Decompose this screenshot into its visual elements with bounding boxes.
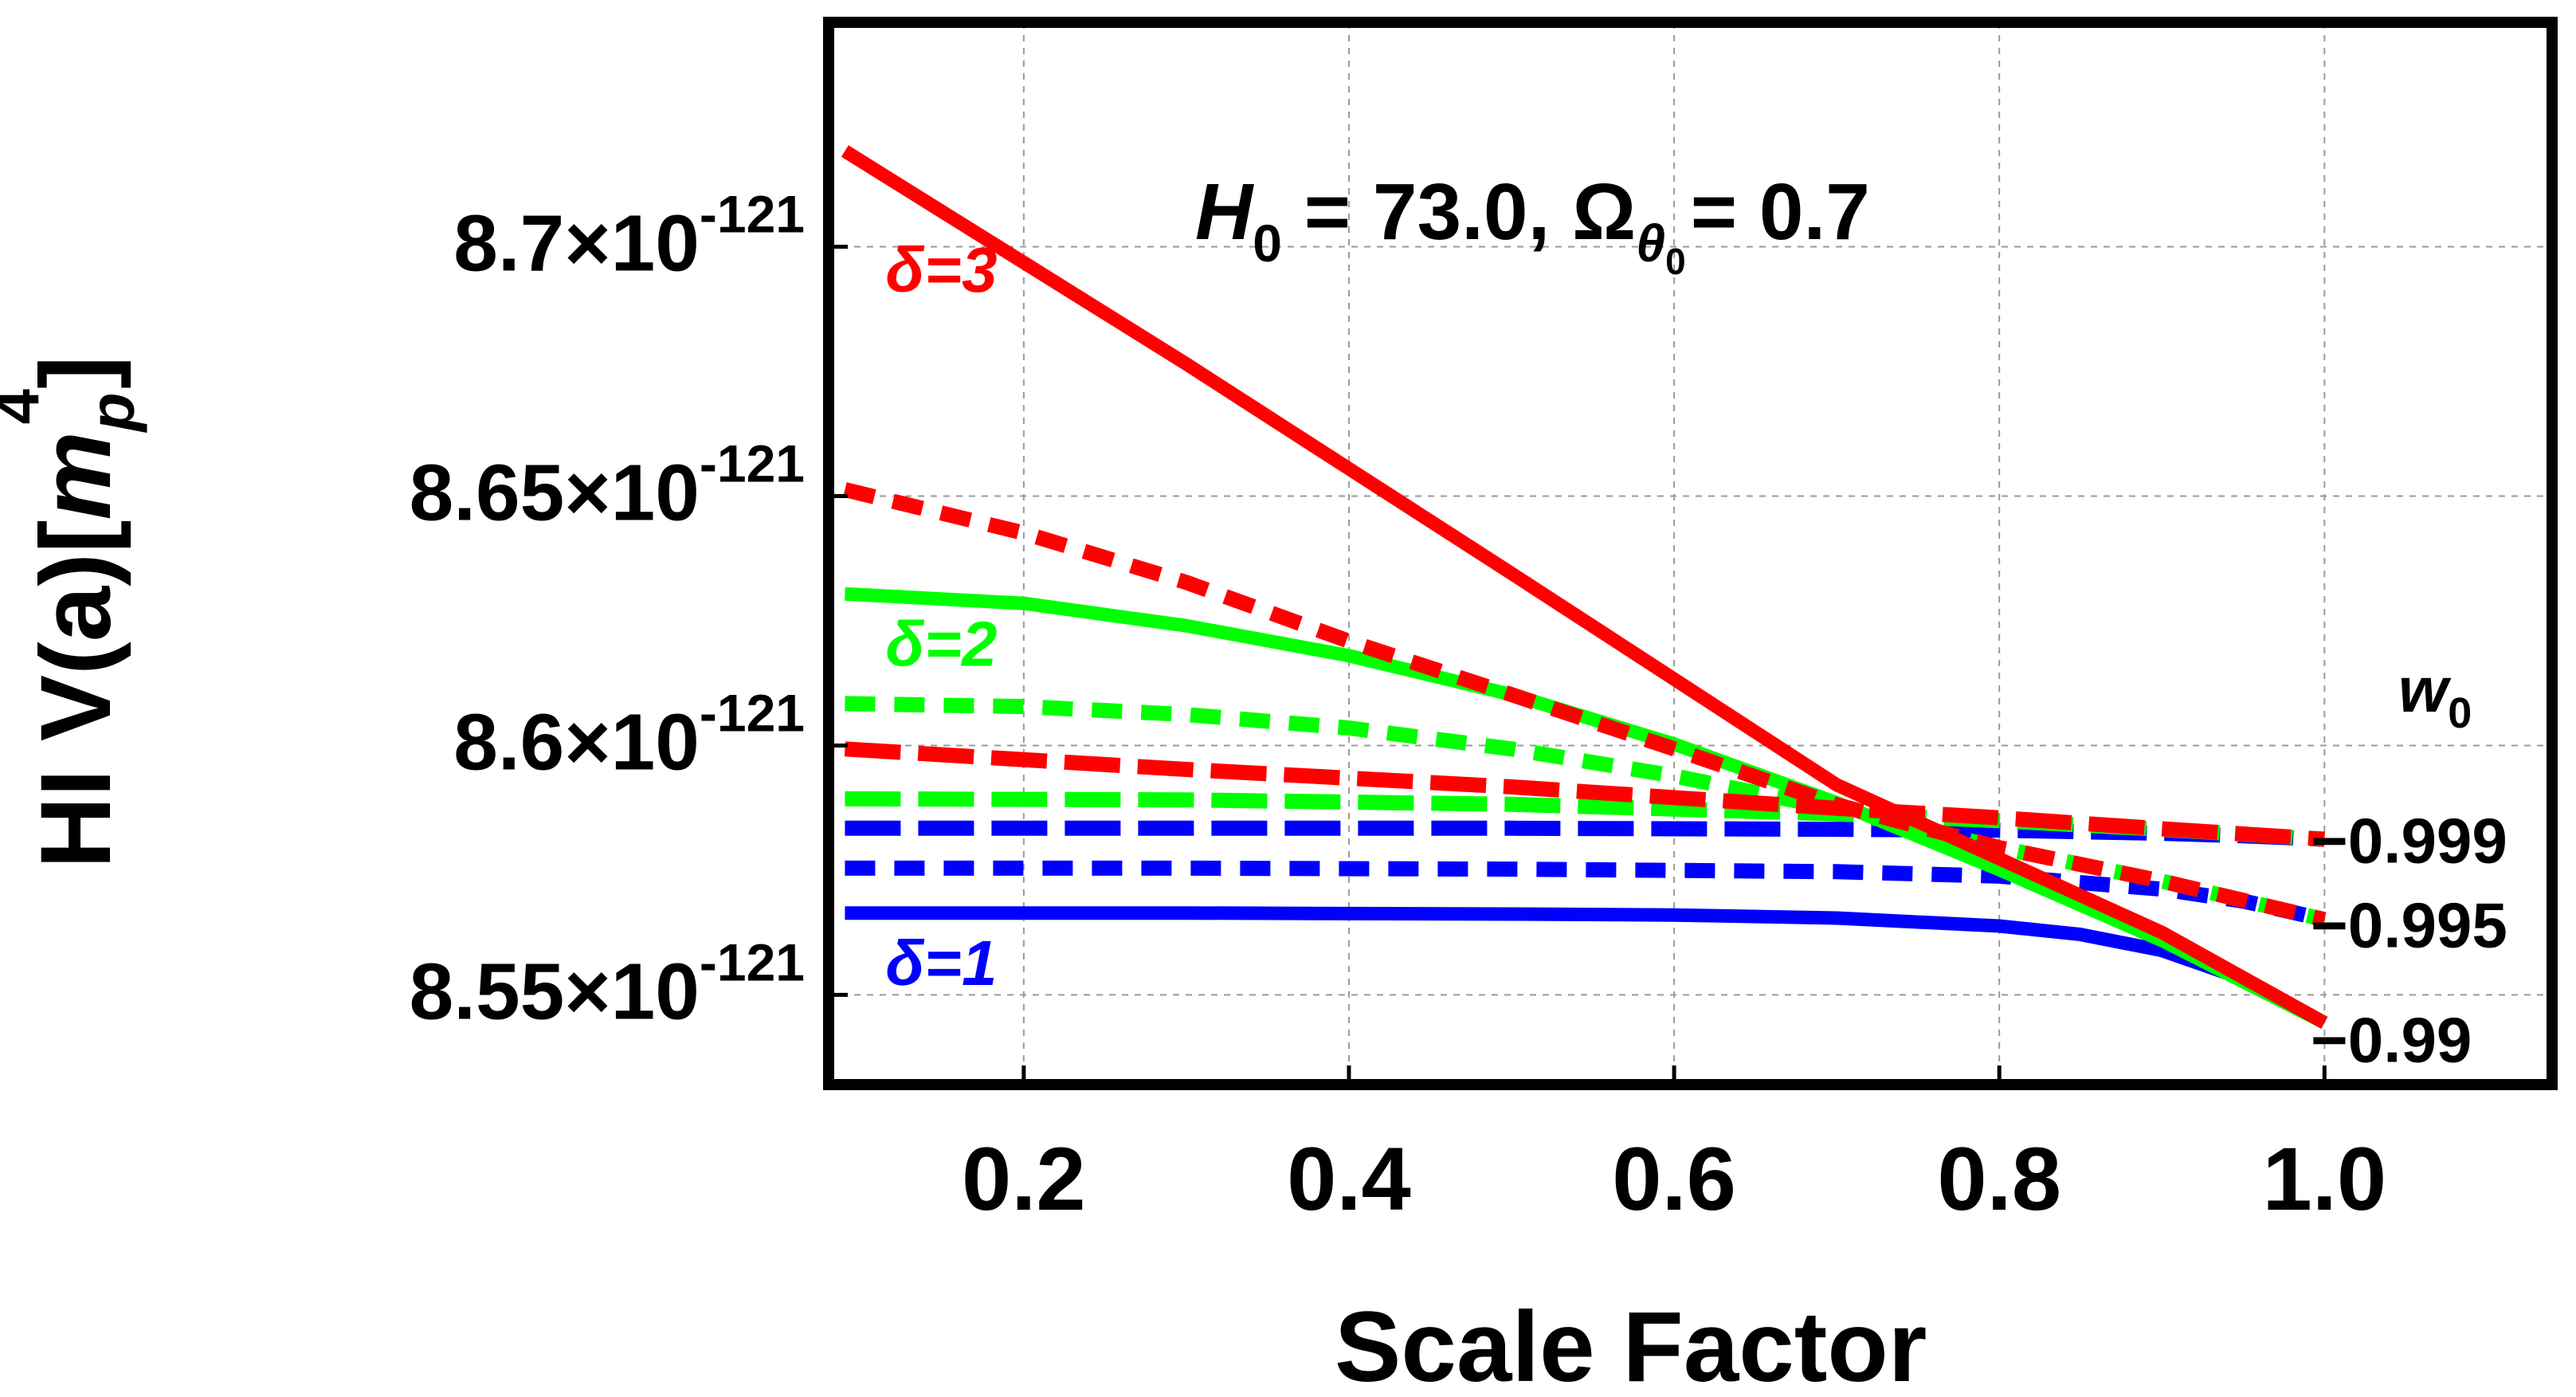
x-tick-label: 0.2 [962,1129,1086,1229]
series-line-4 [844,587,2328,1029]
y-axis-label: HI V(a)[mp4] [0,355,147,869]
x-tick-label: 0.6 [1612,1129,1736,1229]
delta-label: δ=1 [885,928,997,999]
legend-entries: −0.999 −0.995 −0.99 [2311,805,2507,1075]
y-axis-ticks: 8.55×10-121 8.6×10-121 8.65×10-121 8.7×10-1… [410,185,848,1036]
y-tick-label: 8.65×10-121 [410,434,805,538]
x-tick-label: 1.0 [2262,1129,2386,1229]
parameter-annotation: H0 = 73.0, Ωθ0= 0.7 [1195,167,1870,282]
legend-entry: −0.99 [2311,1005,2472,1076]
legend-entry: −0.999 [2311,805,2507,876]
series-layer [841,145,2328,1029]
x-tick-label: 0.4 [1287,1129,1411,1229]
delta-labels: δ=3 δ=2 δ=1 [885,234,997,999]
series-line-1 [845,906,2328,1029]
delta-label: δ=2 [885,608,997,679]
series-line-8 [843,482,2327,928]
x-axis-label: Scale Factor [1335,1292,1927,1397]
plot-frame [823,17,2558,1090]
series-line-7 [841,145,2328,1029]
y-tick-label: 8.55×10-121 [410,932,805,1036]
x-axis-ticks: 0.2 0.4 0.6 0.8 1.0 [962,1065,2386,1229]
legend-title: w0 [2398,654,2472,737]
series-line-9 [844,741,2325,847]
x-tick-label: 0.8 [1937,1129,2061,1229]
legend-entry: −0.995 [2311,890,2507,961]
delta-label: δ=3 [885,234,997,305]
y-tick-label: 8.7×10-121 [453,185,805,288]
y-tick-label: 8.6×10-121 [453,683,805,787]
